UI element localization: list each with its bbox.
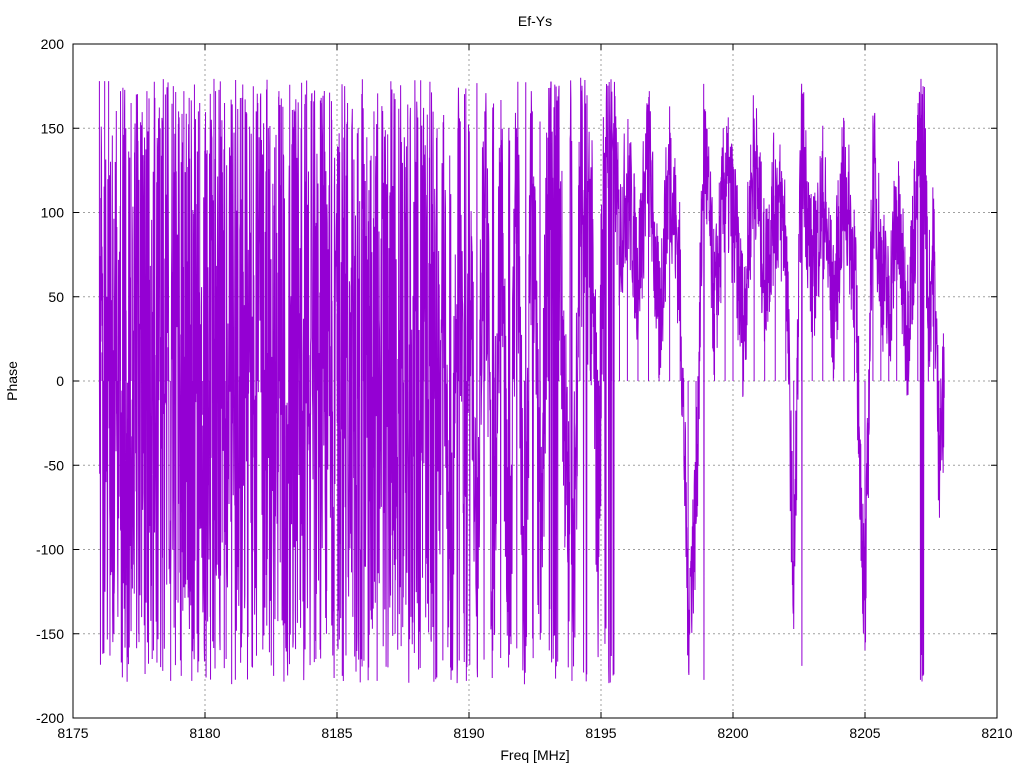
y-tick-label: 0 <box>56 373 64 389</box>
y-tick-labels: -200 -150 -100 -50 0 50 100 150 200 <box>36 36 64 726</box>
x-axis-label: Freq [MHz] <box>500 747 569 763</box>
y-tick-label: 50 <box>48 289 64 305</box>
phase-series-line <box>98 77 945 685</box>
x-tick-label: 8185 <box>321 725 352 741</box>
y-tick-label: -150 <box>36 626 64 642</box>
x-tick-label: 8180 <box>189 725 220 741</box>
x-tick-label: 8200 <box>717 725 748 741</box>
y-tick-label: -100 <box>36 542 64 558</box>
y-tick-label: 200 <box>41 36 65 52</box>
x-tick-label: 8175 <box>57 725 88 741</box>
series-layer <box>98 77 945 685</box>
x-tick-labels: 8175 8180 8185 8190 8195 8200 8205 8210 <box>57 725 1012 741</box>
x-tick-label: 8205 <box>849 725 880 741</box>
chart-title: Ef-Ys <box>518 13 552 29</box>
x-tick-label: 8210 <box>981 725 1012 741</box>
x-tick-label: 8195 <box>585 725 616 741</box>
y-tick-label: -50 <box>44 457 64 473</box>
y-tick-label: -200 <box>36 710 64 726</box>
y-tick-label: 100 <box>41 205 65 221</box>
y-tick-label: 150 <box>41 120 65 136</box>
x-tick-label: 8190 <box>453 725 484 741</box>
y-axis-label: Phase <box>4 361 20 401</box>
tick-marks <box>72 43 998 719</box>
